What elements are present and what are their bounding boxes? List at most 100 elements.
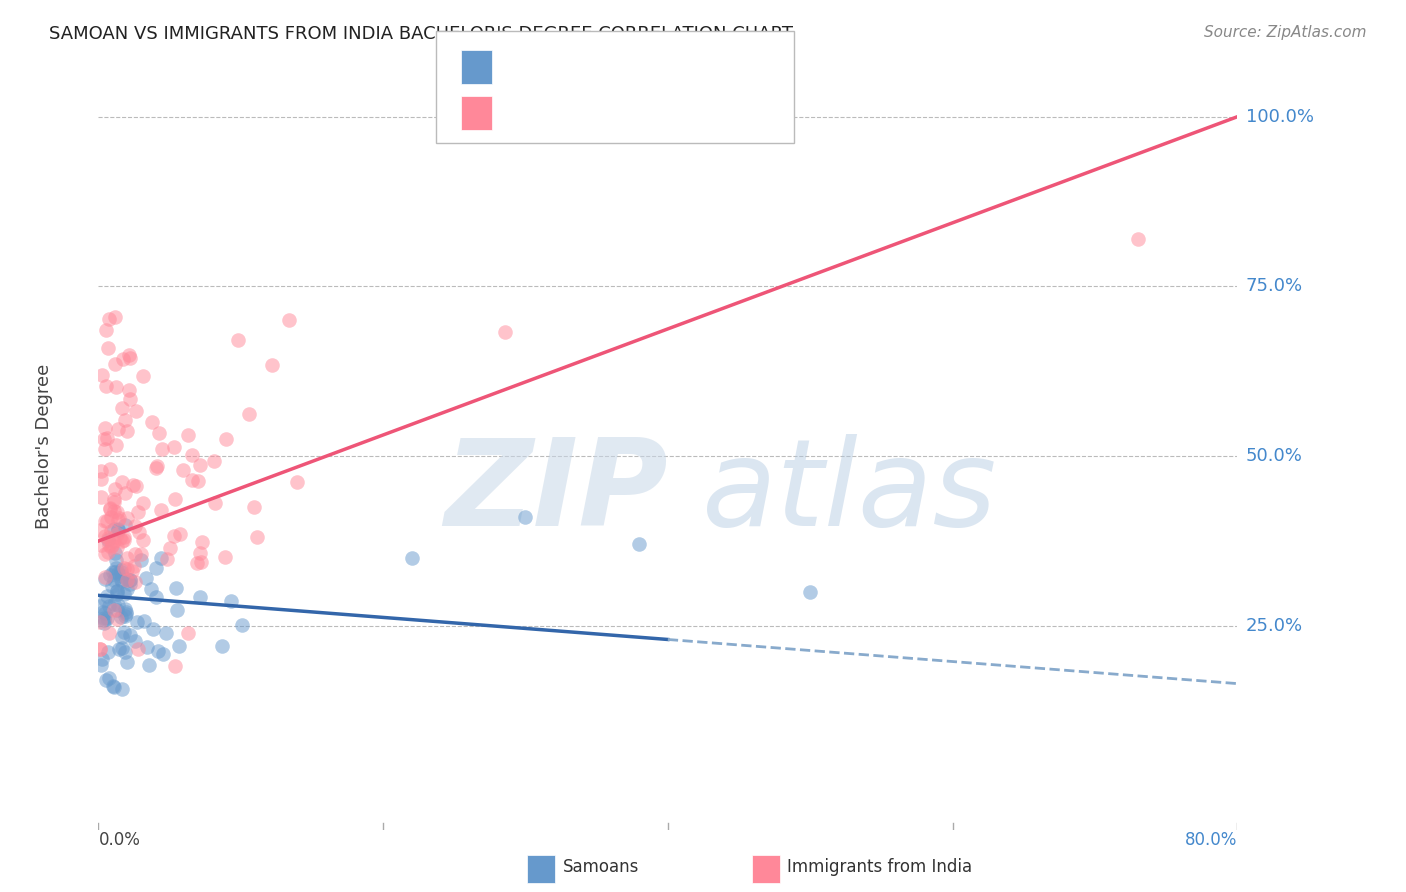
Point bbox=[93, 613, 115, 627]
Point bbox=[103, 357, 125, 371]
Point bbox=[149, 551, 172, 566]
Point bbox=[90, 538, 112, 552]
Point bbox=[105, 584, 128, 599]
Point bbox=[117, 562, 139, 576]
Point bbox=[105, 603, 128, 617]
Point bbox=[107, 523, 129, 537]
Point bbox=[97, 532, 120, 546]
Point bbox=[149, 502, 172, 516]
Text: R =  0.591: R = 0.591 bbox=[503, 104, 603, 122]
Point bbox=[146, 459, 169, 474]
Point bbox=[93, 570, 115, 584]
Point bbox=[90, 658, 112, 673]
Point bbox=[125, 403, 148, 417]
Point bbox=[246, 530, 269, 544]
Point bbox=[94, 529, 117, 543]
Point bbox=[105, 553, 128, 567]
Point bbox=[150, 442, 173, 456]
Text: Bachelor's Degree: Bachelor's Degree bbox=[35, 363, 53, 529]
Point bbox=[107, 526, 129, 541]
Text: 80.0%: 80.0% bbox=[1185, 831, 1237, 849]
Point bbox=[97, 671, 120, 685]
Point bbox=[112, 586, 135, 600]
Point bbox=[231, 618, 253, 632]
Text: 0.0%: 0.0% bbox=[98, 831, 141, 849]
Point bbox=[105, 612, 128, 626]
Point bbox=[204, 496, 226, 510]
Point bbox=[94, 673, 117, 688]
Point bbox=[100, 462, 122, 476]
Point bbox=[91, 651, 114, 665]
Text: N = 88: N = 88 bbox=[637, 58, 697, 76]
Text: 100.0%: 100.0% bbox=[1246, 108, 1313, 126]
Point bbox=[103, 494, 125, 508]
Point bbox=[103, 597, 125, 611]
Point bbox=[191, 535, 214, 549]
Point bbox=[112, 624, 135, 639]
Point bbox=[494, 325, 516, 339]
Point bbox=[141, 415, 163, 429]
Point bbox=[90, 464, 112, 478]
Point bbox=[111, 534, 134, 549]
Point bbox=[188, 546, 211, 560]
Point bbox=[128, 524, 150, 539]
Text: 50.0%: 50.0% bbox=[1246, 447, 1303, 466]
Point bbox=[98, 502, 121, 516]
Point bbox=[89, 523, 111, 537]
Point bbox=[101, 566, 124, 580]
Point bbox=[165, 659, 187, 673]
Point bbox=[91, 605, 114, 619]
Point bbox=[97, 645, 120, 659]
Point bbox=[118, 573, 141, 587]
Point bbox=[96, 610, 118, 624]
Point bbox=[94, 322, 117, 336]
Point bbox=[104, 546, 127, 560]
Point bbox=[156, 552, 179, 566]
Point bbox=[121, 564, 143, 578]
Point bbox=[108, 642, 131, 657]
Point bbox=[93, 611, 115, 625]
Point bbox=[214, 550, 236, 565]
Text: Samoans: Samoans bbox=[562, 858, 638, 876]
Point bbox=[145, 561, 167, 575]
Point bbox=[111, 681, 134, 696]
Point bbox=[112, 530, 135, 544]
Point bbox=[120, 628, 142, 642]
Point bbox=[124, 575, 146, 590]
Point bbox=[97, 341, 120, 355]
Point bbox=[115, 655, 138, 669]
Point bbox=[107, 566, 129, 580]
Point bbox=[115, 572, 138, 586]
Point bbox=[110, 574, 132, 588]
Point bbox=[172, 463, 194, 477]
Point bbox=[96, 431, 118, 445]
Point bbox=[115, 424, 138, 438]
Point bbox=[190, 555, 212, 569]
Point bbox=[94, 514, 117, 528]
Point bbox=[111, 630, 134, 644]
Point bbox=[89, 642, 111, 657]
Point bbox=[90, 490, 112, 504]
Point bbox=[100, 509, 122, 524]
Point bbox=[107, 522, 129, 536]
Point bbox=[122, 559, 145, 574]
Point bbox=[107, 421, 129, 435]
Point bbox=[107, 598, 129, 612]
Point bbox=[111, 475, 134, 489]
Point bbox=[163, 529, 186, 543]
Point bbox=[110, 566, 132, 580]
Point bbox=[103, 522, 125, 536]
Point bbox=[100, 524, 122, 539]
Point bbox=[114, 608, 136, 623]
Point bbox=[101, 538, 124, 552]
Point bbox=[211, 639, 233, 653]
Point bbox=[97, 533, 120, 547]
Point bbox=[98, 567, 121, 582]
Point bbox=[108, 531, 131, 545]
Point bbox=[177, 626, 200, 640]
Point bbox=[134, 614, 156, 628]
Text: SAMOAN VS IMMIGRANTS FROM INDIA BACHELOR'S DEGREE CORRELATION CHART: SAMOAN VS IMMIGRANTS FROM INDIA BACHELOR… bbox=[49, 25, 793, 43]
Text: R = -0.161: R = -0.161 bbox=[503, 58, 603, 76]
Point bbox=[115, 551, 138, 566]
Point bbox=[145, 590, 167, 604]
